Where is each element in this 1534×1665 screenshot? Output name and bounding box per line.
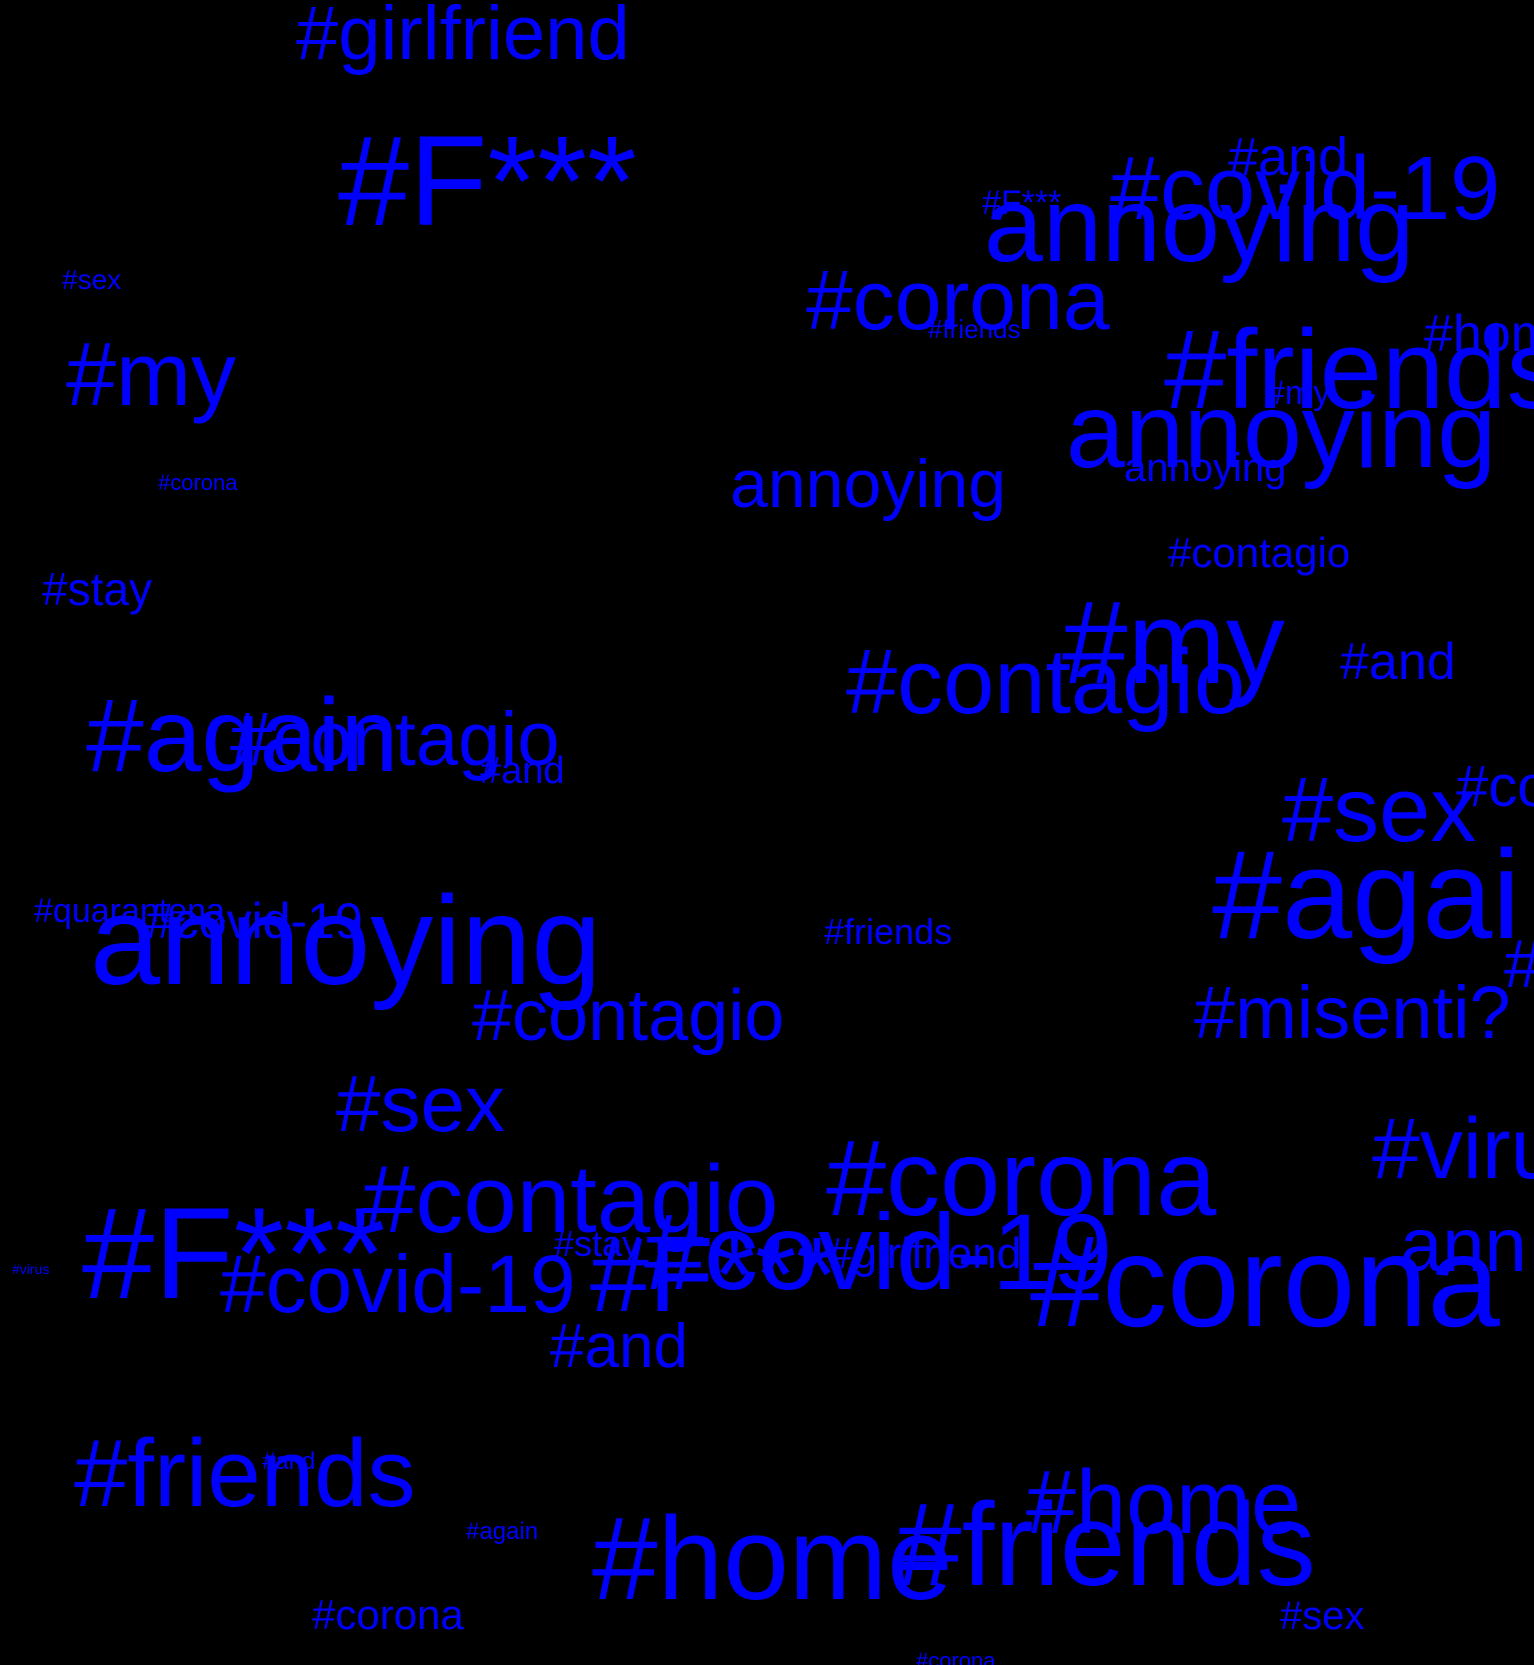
word-home-2: #home [1026,1453,1302,1553]
word-annoying-5: annoying [90,870,602,1011]
word-ann-1: ann [1400,1203,1527,1288]
word-fstar-4: #F*** [590,1216,838,1334]
word-covid19-3: #covid-19 [220,1239,576,1330]
word-and-4: #and [550,1312,688,1381]
word-and-3: #and [480,750,565,792]
word-my-2: #my [1266,374,1331,412]
word-misenti-1: #misenti? [1194,971,1511,1054]
word-fstar-2: #F*** [982,184,1062,222]
word-and-2: #and [1340,633,1456,691]
word-sex-4: #sex [1280,1594,1365,1638]
word-corona-3: #corona [826,1117,1217,1238]
word-and-1: #and [1228,127,1349,187]
word-contagio-5: #contagio [362,1146,779,1253]
word-virus-2: #virus [12,1261,50,1277]
word-friends-5: #friends [896,1479,1316,1611]
word-sex-2: #sex [1282,759,1477,861]
word-girlfriend-2: #girlfriend [828,1229,1022,1278]
word-annoying-3: annoying [1124,446,1287,490]
word-stay-2: #stay [554,1223,641,1264]
word-fstar-3: #F*** [82,1180,386,1326]
word-corona-4: #corona [1030,1208,1500,1354]
word-again-2: #agai [1212,824,1521,965]
word-corona-1: #corona [806,253,1110,347]
word-annoying-4: annoying [730,446,1007,522]
word-sex-1: #sex [62,264,122,295]
word-sex-3: #sex [336,1059,505,1148]
word-home-1: #home [1424,305,1534,363]
word-corona-2: #corona [158,470,238,495]
word-corona-5: #corona [312,1591,464,1638]
word-contagio-2: #contagio [846,631,1245,733]
word-my-3: #my [1062,577,1285,709]
word-friends-1: #friends [928,314,1021,344]
word-annoying-1: annoying [984,166,1415,284]
word-contagio-3: #contagio [230,697,560,782]
word-again-1: #again [86,678,399,794]
word-corona-6: #corona [916,1648,996,1665]
word-virus-1: #viru [1372,1101,1534,1197]
word-girlfriend-1: #girlfriend [296,0,630,76]
word-co-1: #co [1456,754,1534,819]
word-home-3: #home [592,1493,953,1625]
word-covid19-2: #covid-19 [146,893,363,949]
word-hash-1: # [1504,930,1534,998]
word-again-3: #again [466,1518,539,1545]
word-friends-4: #friends [74,1420,416,1527]
word-covid19-1: #covid-19 [1110,139,1501,239]
word-stay-1: #stay [42,563,152,615]
word-my-1: #my [66,325,237,425]
word-contagio-4: #contagio [472,976,785,1056]
word-and-5: #and [262,1448,316,1475]
word-annoying-2: annoying [1066,372,1497,490]
word-friends-3: #friends [824,911,953,952]
word-quarantena-1: #quarantena [34,892,225,930]
word-contagio-1: #contagio [1168,529,1351,576]
word-covid19-4: #covid-19 [644,1191,1113,1312]
word-fstar-1: #F*** [338,110,637,253]
word-friends-2: #friends [1164,307,1534,432]
